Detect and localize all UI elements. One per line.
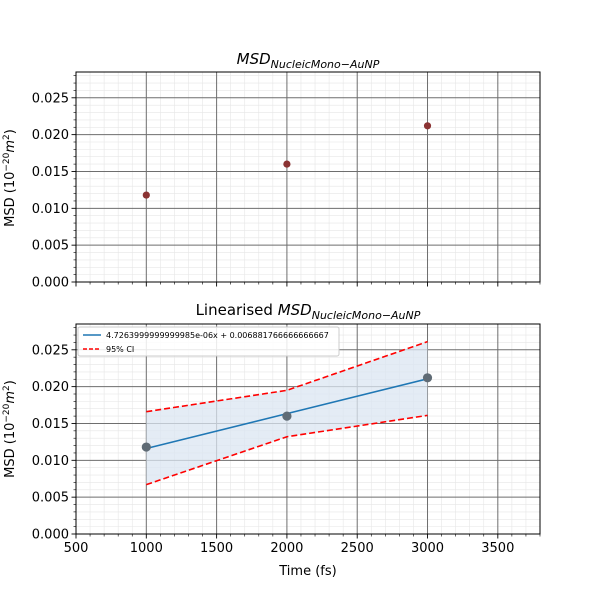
data-point — [142, 191, 150, 199]
x-tick-label: 1500 — [200, 541, 233, 556]
y-tick-label: 0.015 — [32, 165, 69, 180]
x-tick-label: 3500 — [481, 541, 514, 556]
y-tick-label: 0.020 — [32, 128, 69, 143]
bottom-ylabel-close: ) — [3, 380, 18, 385]
bottom-ylabel-main: MSD (10 — [3, 423, 18, 478]
bottom-title-prefix: Linearised — [196, 301, 278, 319]
bottom-plot-frame — [75, 323, 541, 535]
top-ticks: 0.000 0.005 0.010 0.015 0.020 0.025 — [32, 75, 541, 291]
data-point — [283, 160, 291, 168]
y-tick-label: 0.005 — [32, 491, 69, 506]
top-ylabel-main: MSD (10 — [3, 172, 18, 227]
top-ylabel-exponent: −20 — [2, 152, 12, 171]
top-panel-title: MSDNucleicMono−AuNP — [237, 50, 380, 71]
y-tick-label: 0.025 — [32, 91, 69, 106]
bottom-panel: Linearised MSDNucleicMono−AuNP 0.0000.00… — [2, 301, 541, 579]
bottom-panel-title: Linearised MSDNucleicMono−AuNP — [196, 301, 421, 322]
y-tick-label: 0.000 — [32, 276, 69, 291]
top-ylabel-close: ) — [3, 129, 18, 134]
y-tick-label: 0.005 — [32, 239, 69, 254]
bottom-data-points — [141, 373, 433, 452]
x-tick-label: 1000 — [130, 541, 163, 556]
top-title-subscript: NucleicMono−AuNP — [271, 58, 380, 71]
data-point — [141, 442, 151, 452]
ci-lower-line — [146, 414, 428, 486]
top-title-base: MSD — [237, 50, 271, 68]
y-tick-label: 0.010 — [32, 454, 69, 469]
legend-ci-label: 95% CI — [106, 345, 134, 354]
top-data-points — [142, 122, 432, 199]
ci-upper-line — [146, 340, 428, 413]
top-minor-grid — [76, 72, 541, 282]
bottom-ylabel-unit: m — [3, 391, 18, 404]
top-ylabel-unit-exponent: 2 — [2, 134, 12, 140]
top-y-axis-label: MSD (10−20m2) — [2, 129, 18, 227]
y-tick-label: 0.015 — [32, 417, 69, 432]
top-ylabel-unit: m — [3, 140, 18, 153]
top-plot-frame — [75, 71, 541, 283]
y-tick-label: 0.010 — [32, 202, 69, 217]
bottom-ticks: 0.000 0.005 0.010 0.015 0.020 0.025 500 1000 150… — [32, 327, 541, 556]
x-tick-label: 2000 — [270, 541, 303, 556]
x-tick-label: 500 — [64, 541, 89, 556]
top-panel: MSDNucleicMono−AuNP 0.000 0.005 0.010 0.015… — [2, 50, 541, 291]
bottom-title-base: MSD — [278, 301, 312, 319]
legend: 4.7263999999999985e-06x + 0.006881766666… — [77, 326, 340, 357]
x-tick-label: 3000 — [411, 541, 444, 556]
x-tick-label: 2500 — [341, 541, 374, 556]
y-tick-label: 0.000 — [32, 528, 69, 543]
legend-fit-label: 4.7263999999999985e-06x + 0.006881766666… — [106, 331, 329, 340]
legend-box — [77, 326, 340, 357]
bottom-y-axis-label: MSD (10−20m2) — [2, 380, 18, 478]
y-tick-label: 0.025 — [32, 343, 69, 358]
data-point — [422, 373, 433, 383]
data-point — [282, 411, 292, 421]
bottom-x-axis-label: Time (fs) — [278, 564, 336, 579]
bottom-ylabel-unit-exponent: 2 — [2, 385, 12, 391]
bottom-ylabel-exponent: −20 — [2, 403, 12, 422]
y-tick-label: 0.020 — [32, 380, 69, 395]
bottom-title-subscript: NucleicMono−AuNP — [312, 309, 421, 322]
data-point — [423, 122, 432, 130]
